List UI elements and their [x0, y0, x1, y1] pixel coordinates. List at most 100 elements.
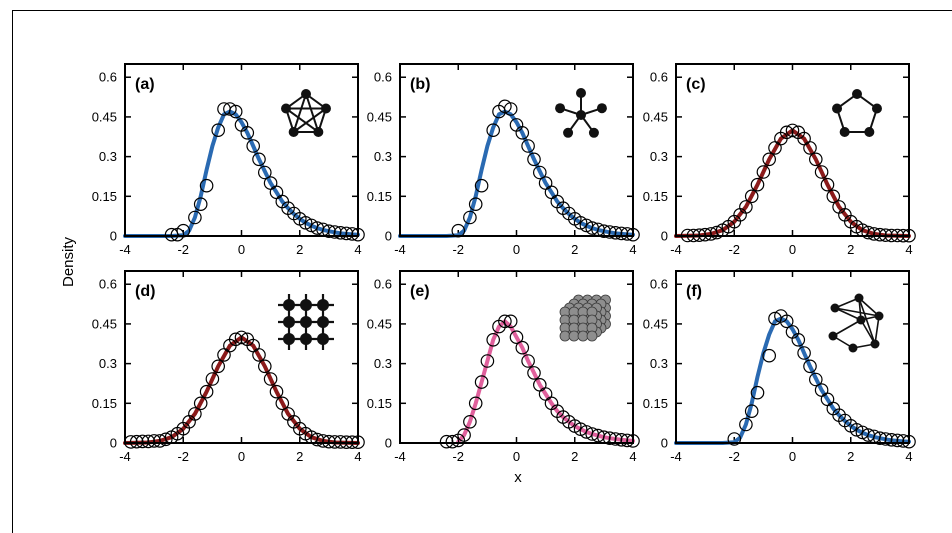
panel-label: (c) — [686, 76, 706, 93]
data-point — [492, 319, 506, 334]
plot-frame — [124, 63, 359, 237]
data-point — [480, 354, 495, 368]
data-point — [739, 417, 753, 432]
icon-node — [555, 103, 566, 114]
icon-edge — [293, 107, 327, 133]
icon-edge — [292, 93, 307, 133]
panel-label: (d) — [135, 283, 155, 300]
data-point — [562, 414, 576, 429]
data-point — [538, 387, 553, 401]
icon-edge — [858, 297, 876, 345]
y-tick-label: 0.6 — [99, 277, 117, 292]
panel-d: 0 0.15 0.3 0.45 0.6 -4 -2 0 2 4 (d) — [92, 270, 365, 464]
data-point — [468, 396, 483, 411]
x-tick-label: 4 — [354, 242, 361, 257]
x-tick-label: 4 — [629, 242, 636, 257]
icon-node — [317, 299, 329, 311]
data-point — [538, 176, 553, 190]
data-point — [762, 152, 776, 167]
icon-node — [839, 126, 850, 137]
y-tick-label: 0.6 — [99, 70, 117, 85]
data-point — [316, 434, 330, 448]
data-point — [170, 227, 185, 242]
icon-node — [854, 293, 864, 303]
cubic-lattice-icon — [559, 294, 611, 342]
data-point — [521, 354, 535, 368]
icon-node — [300, 316, 312, 328]
data-point — [333, 435, 348, 449]
y-tick-label: 0 — [385, 436, 392, 451]
icon-node — [830, 303, 840, 313]
data-point — [532, 165, 547, 180]
data-point — [281, 407, 295, 421]
data-point — [849, 422, 864, 437]
data-point — [826, 401, 841, 416]
data-point — [750, 385, 765, 400]
y-tick-label: 0.45 — [643, 316, 668, 331]
data-point — [797, 346, 811, 360]
icon-node — [320, 103, 331, 114]
data-point — [838, 413, 852, 428]
data-point — [820, 177, 835, 192]
y-tick-label: 0.15 — [92, 396, 117, 411]
panel-c: 0 0.15 0.3 0.45 0.6 -4 -2 0 2 4 (c) — [643, 63, 916, 257]
data-point — [327, 435, 342, 449]
icon-node — [283, 316, 295, 328]
data-point — [721, 219, 736, 234]
data-point — [791, 125, 806, 140]
data-point — [890, 433, 905, 448]
icon-node — [576, 110, 586, 120]
data-point — [503, 314, 518, 329]
x-tick-label: 0 — [238, 449, 245, 464]
icon-node — [300, 333, 312, 345]
x-tick-label: 0 — [789, 242, 796, 257]
icon-node — [828, 331, 838, 341]
data-point — [298, 216, 313, 230]
data-point — [768, 141, 782, 155]
data-point — [333, 226, 348, 240]
data-point — [762, 348, 776, 363]
plot-frame — [124, 270, 359, 444]
x-tick-label: 0 — [789, 449, 796, 464]
icon-edge — [305, 93, 320, 133]
y-tick-label: 0.45 — [367, 109, 392, 124]
x-tick-label: 2 — [571, 242, 578, 257]
data-point — [223, 338, 237, 353]
data-point — [269, 384, 284, 399]
icon-node — [317, 316, 329, 328]
x-tick-label: -4 — [119, 242, 131, 257]
data-point — [463, 210, 477, 225]
data-point — [164, 227, 179, 242]
data-point — [474, 375, 489, 389]
icon-node — [568, 330, 580, 342]
data-point — [838, 208, 852, 222]
data-point — [814, 165, 829, 179]
y-tick-label: 0.15 — [92, 189, 117, 204]
y-tick-label: 0 — [110, 436, 117, 451]
data-point — [614, 226, 629, 241]
data-point — [527, 152, 541, 167]
y-tick-label: 0.45 — [92, 316, 117, 331]
data-point — [228, 104, 243, 119]
x-tick-label: 0 — [513, 242, 520, 257]
icon-node — [283, 299, 295, 311]
data-point — [515, 340, 530, 355]
data-point — [457, 428, 471, 442]
data-point — [188, 407, 202, 421]
data-point — [263, 176, 278, 190]
random-graph-icon — [828, 293, 884, 353]
x-tick-label: 4 — [905, 449, 912, 464]
data-point — [188, 210, 202, 225]
y-tick-label: 0.15 — [367, 396, 392, 411]
data-point — [463, 414, 477, 429]
icon-node — [870, 339, 880, 349]
icon-node — [596, 103, 607, 114]
data-point — [445, 434, 460, 449]
icon-node — [559, 330, 571, 342]
data-point — [873, 227, 887, 242]
data-point — [468, 197, 483, 211]
data-point — [474, 178, 489, 193]
y-tick-label: 0.3 — [374, 356, 392, 371]
x-axis-label: x — [514, 469, 522, 486]
icon-edge — [285, 107, 319, 133]
